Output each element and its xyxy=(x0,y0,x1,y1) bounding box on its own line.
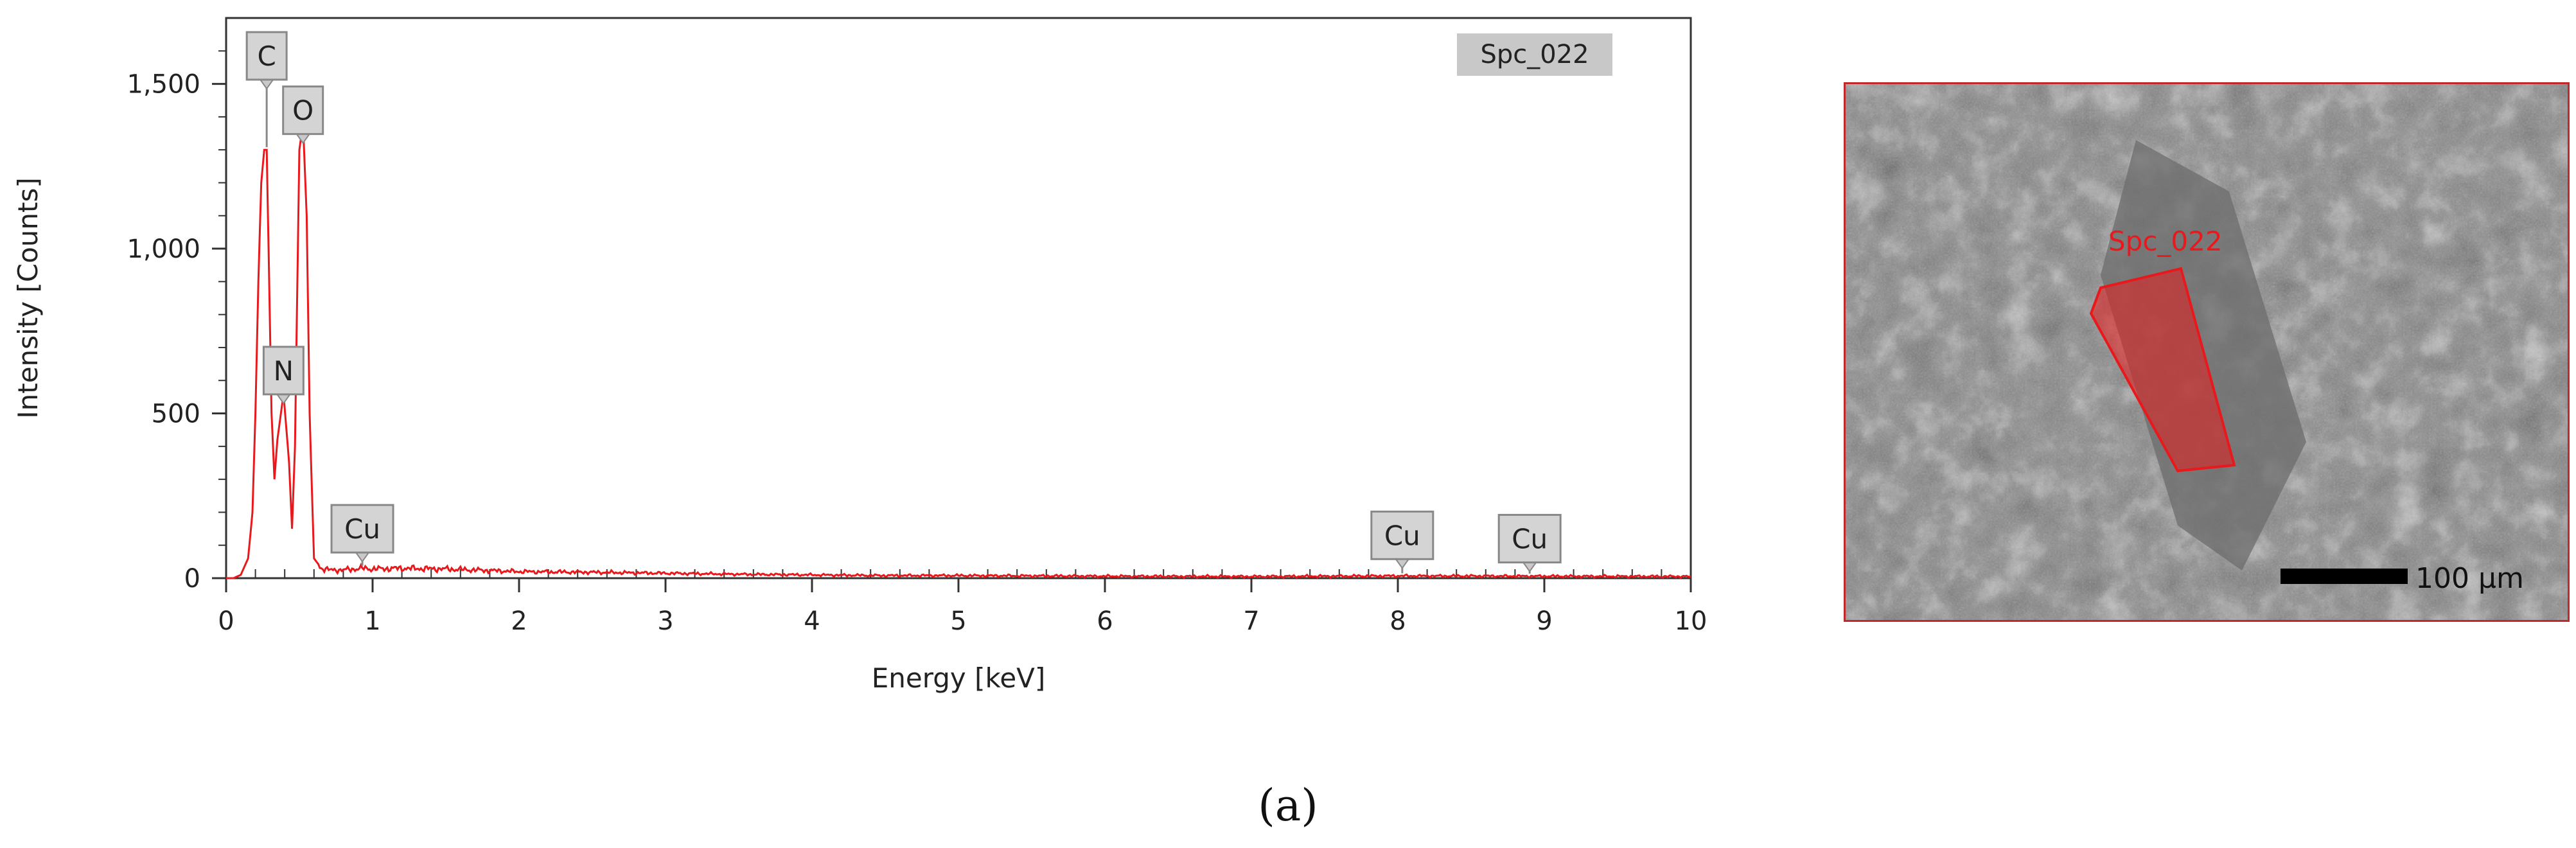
x-tick-label: 1 xyxy=(364,606,380,636)
peak-label-arrow xyxy=(1522,561,1538,573)
peak-label-o: O xyxy=(282,85,324,145)
peak-label-arrow xyxy=(276,393,292,405)
analysis-region xyxy=(2089,267,2236,473)
sem-micrograph: Spc_022 100 µm xyxy=(1843,82,2570,623)
spectrum-series xyxy=(226,123,1691,579)
eds-spectrum-chart: 0 1 2 3 4 5 6 7 8 9 10 0 500 1,000 1,500 Energy [keV] In… xyxy=(12,17,1707,694)
legend: Spc_022 xyxy=(1457,33,1612,76)
legend-box xyxy=(1457,33,1612,76)
axes: 0 1 2 3 4 5 6 7 8 9 10 0 500 1,000 1,500 Energy [keV] In… xyxy=(12,17,1707,694)
sem-frame xyxy=(1843,82,2570,623)
x-tick-label: 7 xyxy=(1243,606,1259,636)
x-tick-label: 5 xyxy=(950,606,966,636)
peak-label-cu: Cu xyxy=(330,504,394,566)
x-tick-label: 6 xyxy=(1097,606,1113,636)
sem-micrograph-panel: Spc_022 100 µm xyxy=(1843,82,2570,623)
peak-label-box xyxy=(262,346,304,396)
y-tick-label: 0 xyxy=(184,564,200,594)
peak-label-box xyxy=(1370,510,1434,560)
peak-label-box xyxy=(330,504,394,554)
scale-bar xyxy=(2280,569,2408,584)
peak-label-cu: Cu xyxy=(1497,513,1562,574)
peak-label-n: N xyxy=(262,346,304,405)
x-tick-label: 4 xyxy=(804,606,820,636)
y-axis-label: Intensity [Counts] xyxy=(12,177,44,419)
y-tick-label: 1,000 xyxy=(127,234,200,264)
peak-label-text: Cu xyxy=(1512,523,1548,554)
analysis-region-label: Spc_022 xyxy=(2108,225,2223,257)
x-tick-label: 9 xyxy=(1536,606,1552,636)
legend-label: Spc_022 xyxy=(1480,40,1589,69)
peak-label-text: N xyxy=(274,355,294,387)
x-axis-label: Energy [keV] xyxy=(872,662,1046,694)
y-tick-label: 500 xyxy=(152,400,200,429)
peak-label-arrow xyxy=(1394,558,1410,570)
scale-bar-label: 100 µm xyxy=(2415,562,2524,595)
peak-label-text: Cu xyxy=(344,513,380,545)
peak-label-arrow xyxy=(295,133,311,145)
y-tick-label: 1,500 xyxy=(127,70,200,100)
peak-label-text: Cu xyxy=(1384,520,1420,551)
figure-caption: (a) xyxy=(1258,781,1318,831)
x-tick-label: 10 xyxy=(1675,606,1707,636)
peak-label-text: C xyxy=(257,40,276,72)
peak-label-c: C xyxy=(245,31,288,148)
peak-label-arrow xyxy=(259,78,275,90)
spectrum-line xyxy=(226,123,1691,579)
peak-label-box xyxy=(245,31,288,81)
plot-frame xyxy=(225,17,1692,579)
peak-label-cu: Cu xyxy=(1370,510,1434,574)
peak-label-arrow xyxy=(355,552,370,563)
peak-label-text: O xyxy=(292,95,313,127)
peak-label-box xyxy=(1497,513,1562,563)
x-tick-label: 3 xyxy=(657,606,673,636)
peak-annotations: CO N Cu Cu Cu Spc_022 xyxy=(245,31,1612,574)
x-tick-label: 2 xyxy=(511,606,527,636)
x-tick-label: 8 xyxy=(1389,606,1406,636)
x-tick-label: 0 xyxy=(218,606,234,636)
peak-label-box xyxy=(282,85,324,136)
